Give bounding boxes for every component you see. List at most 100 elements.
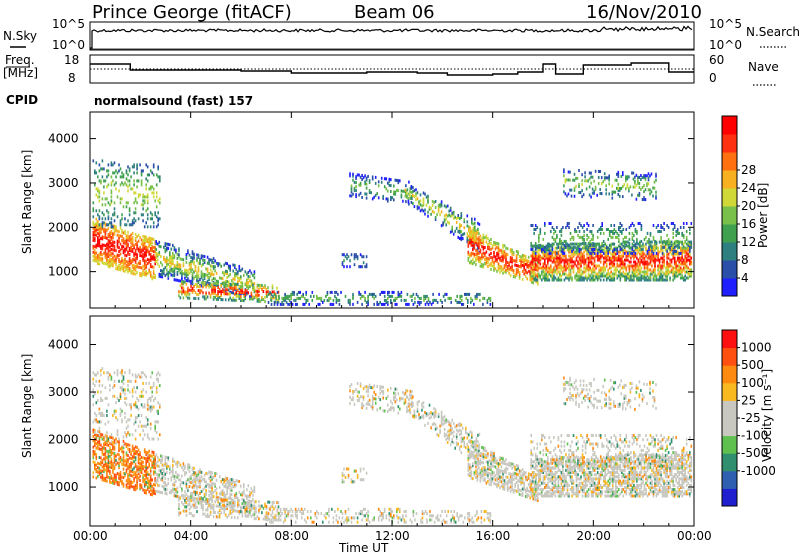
data-cell — [541, 272, 543, 276]
data-cell — [634, 254, 637, 258]
data-cell — [533, 256, 535, 260]
data-cell — [139, 248, 141, 251]
data-cell — [115, 476, 117, 479]
data-cell — [152, 163, 155, 167]
data-cell — [103, 463, 105, 467]
data-cell — [661, 276, 664, 280]
data-cell — [235, 282, 238, 286]
data-cell — [371, 177, 374, 181]
data-cell — [156, 242, 159, 246]
data-cell — [95, 452, 98, 456]
data-cell — [556, 246, 558, 250]
data-cell — [103, 229, 105, 233]
data-cell — [538, 258, 540, 262]
data-cell — [493, 240, 495, 244]
data-cell — [230, 298, 233, 302]
data-cell — [110, 263, 113, 267]
data-cell — [136, 271, 138, 275]
data-cell — [455, 220, 458, 224]
data-cell — [478, 242, 480, 246]
data-cell — [316, 296, 318, 300]
data-cell — [229, 272, 231, 276]
data-cell — [628, 254, 631, 258]
data-cell — [630, 256, 632, 260]
data-cell — [157, 223, 159, 227]
data-cell — [603, 178, 606, 182]
data-cell — [140, 266, 143, 270]
data-cell — [113, 379, 116, 383]
data-cell — [422, 199, 425, 203]
data-cell — [388, 290, 391, 294]
data-cell — [390, 178, 392, 182]
data-cell — [100, 369, 102, 373]
data-cell — [681, 242, 683, 246]
data-cell — [134, 484, 137, 487]
data-cell — [133, 244, 135, 248]
data-cell — [352, 174, 354, 178]
data-cell — [95, 243, 98, 247]
data-cell — [572, 266, 575, 270]
data-cell — [133, 479, 135, 483]
data-cell — [243, 299, 245, 303]
data-cell — [206, 269, 209, 273]
data-cell — [587, 256, 590, 260]
data-cell — [124, 431, 126, 435]
data-cell — [182, 286, 185, 290]
data-cell — [159, 217, 161, 221]
data-cell — [470, 235, 473, 239]
data-cell — [488, 247, 491, 251]
data-cell — [103, 470, 105, 474]
data-cell — [179, 296, 182, 300]
data-cell — [493, 268, 495, 272]
data-cell — [641, 186, 644, 189]
date-label: 16/Nov/2010 — [586, 2, 702, 23]
data-cell — [94, 239, 96, 243]
data-cell — [134, 458, 137, 462]
data-cell — [484, 254, 486, 257]
data-cell — [170, 263, 173, 267]
data-cell — [200, 281, 203, 285]
data-cell — [115, 257, 117, 261]
data-cell — [648, 240, 650, 244]
data-cell — [125, 201, 128, 205]
data-cell — [124, 181, 126, 185]
data-cell — [648, 254, 650, 258]
data-cell — [110, 230, 113, 233]
data-cell — [653, 186, 656, 190]
data-cell — [615, 256, 617, 260]
data-cell — [185, 274, 188, 278]
data-cell — [431, 199, 434, 203]
data-cell — [148, 449, 150, 453]
data-cell — [94, 253, 96, 257]
data-cell — [140, 250, 143, 254]
data-cell — [490, 242, 492, 245]
data-cell — [589, 274, 591, 278]
data-cell — [118, 250, 120, 253]
data-cell — [412, 190, 414, 193]
data-cell — [175, 250, 177, 254]
data-cell — [556, 266, 558, 270]
data-cell — [690, 240, 693, 244]
data-cell — [584, 270, 587, 274]
data-cell — [687, 252, 690, 256]
data-cell — [633, 243, 635, 247]
data-cell — [217, 298, 219, 301]
data-cell — [673, 252, 676, 256]
data-cell — [687, 241, 690, 245]
data-cell — [557, 264, 560, 268]
data-cell — [536, 266, 539, 270]
data-cell — [247, 280, 250, 284]
data-cell — [676, 274, 679, 278]
data-cell — [164, 266, 167, 270]
data-cell — [166, 268, 168, 272]
data-cell — [675, 268, 677, 272]
data-cell — [140, 183, 143, 187]
data-cell — [515, 250, 518, 253]
data-cell — [485, 236, 488, 240]
data-cell — [179, 279, 182, 283]
data-cell — [467, 292, 469, 296]
data-cell — [119, 460, 122, 464]
data-cell — [569, 248, 572, 252]
data-cell — [106, 223, 108, 227]
data-cell — [608, 258, 611, 262]
